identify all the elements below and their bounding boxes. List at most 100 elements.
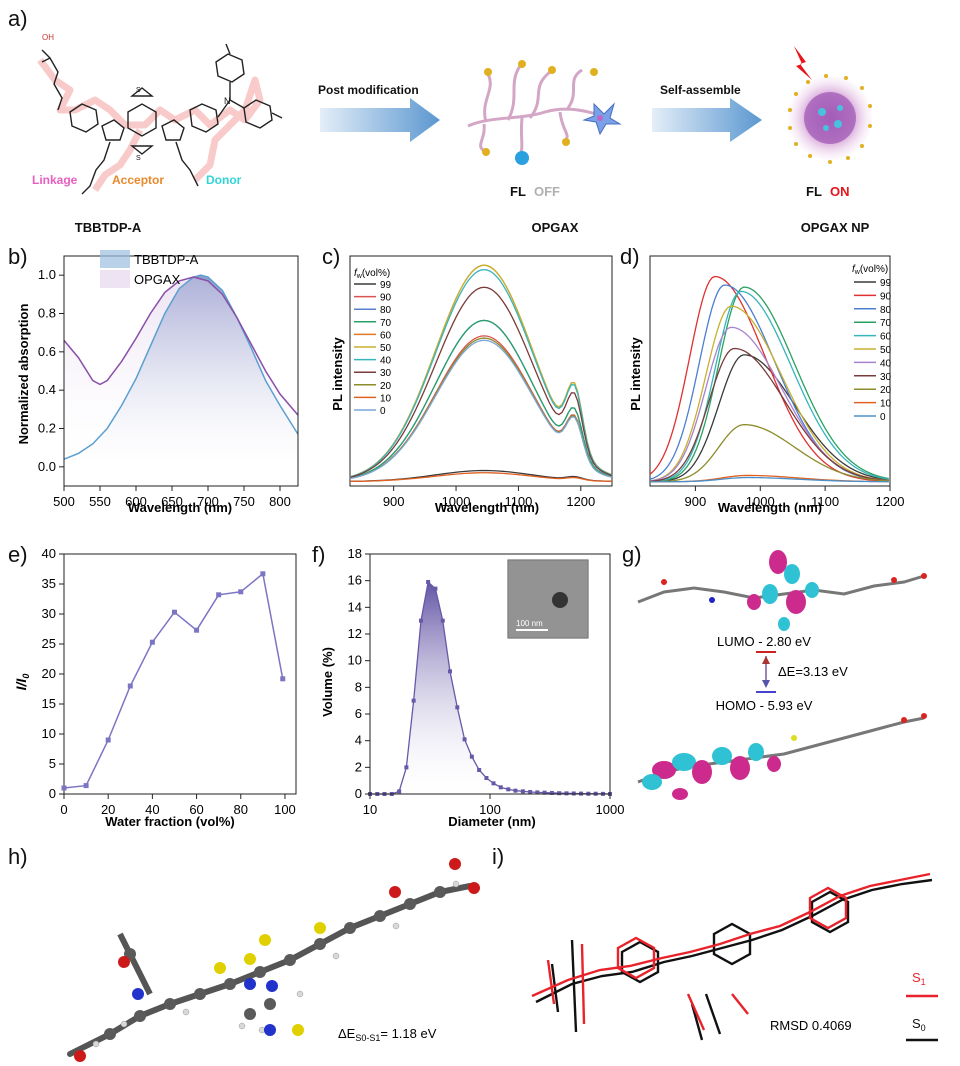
- chart-d-line-50: [649, 305, 889, 482]
- chart-d-legend-10: 10: [880, 399, 892, 410]
- chart-d-legend-40: 40: [880, 358, 892, 369]
- chart-f-point-15: [477, 768, 482, 772]
- chart-f-point-26: [557, 791, 562, 796]
- svg-text:OH: OH: [42, 33, 54, 42]
- chart-b-legend: TBBTDP-A OPGAX: [100, 250, 199, 288]
- fl-on-label: ON: [830, 184, 850, 199]
- chart-b-xtick-label-6: 800: [269, 494, 291, 509]
- chart-e-point-8: [238, 589, 244, 595]
- chart-d-legend-80: 80: [880, 305, 892, 316]
- chart-d-legend-20: 20: [880, 385, 892, 396]
- chart-d-xlabel: Wavelength (nm): [718, 500, 822, 515]
- chart-f-point-12: [455, 705, 460, 710]
- rmsd-label: RMSD 0.4069: [770, 1018, 852, 1033]
- panel-letter-c: c): [322, 244, 341, 269]
- svg-text:S: S: [136, 87, 141, 94]
- chart-e-xlabel: Water fraction (vol%): [105, 814, 235, 829]
- chart-b: 500 550 600 650 700 750 8000.00.20.40.60.81.0 …: [16, 250, 299, 515]
- chart-c-legend-80: 80: [380, 305, 392, 316]
- homo-molecule: [637, 713, 927, 800]
- chart-c-legend-10: 10: [380, 393, 392, 404]
- chart-f-point-10: [440, 618, 445, 623]
- chart-f-xtick-label-1: 100: [479, 802, 501, 817]
- chart-b-line-TBBTDP-A: [63, 274, 299, 460]
- chart-d-legend-99: 99: [880, 278, 892, 289]
- chart-c-frame: [349, 255, 613, 487]
- chart-d-legend-title: fw(vol%): [852, 264, 888, 276]
- chart-f-point-11: [447, 669, 452, 674]
- chart-e-xtick-label-1: 20: [101, 802, 115, 817]
- chart-e-point-4: [149, 639, 155, 645]
- panel-letter-a: a): [8, 6, 28, 31]
- chart-f-ytick-label-7: 14: [348, 599, 362, 614]
- panel-letter-d: d): [620, 244, 640, 269]
- chart-e-ytick-label-3: 15: [42, 696, 56, 711]
- chart-f-ytick-label-2: 4: [355, 733, 362, 748]
- chart-c-xlabel: Wavelength (nm): [435, 500, 539, 515]
- chart-b-xlabel: Wavelength (nm): [128, 500, 232, 515]
- chart-d-legend-70: 70: [880, 318, 892, 329]
- svg-text:N: N: [224, 96, 231, 106]
- panel-g-orbitals: LUMO - 2.80 eV ΔE=3.13 eV HOMO - 5.93 eV: [637, 550, 927, 800]
- chart-f-point-16: [484, 776, 489, 780]
- panel-letter-h: h): [8, 844, 28, 869]
- chart-c-legend-title: fw(vol%): [354, 268, 390, 280]
- homo-label: HOMO - 5.93 eV: [716, 698, 813, 713]
- chart-b-ytick-label-1: 0.2: [38, 421, 56, 436]
- panel-letter-e: e): [8, 542, 28, 567]
- chart-b-xtick-label-3: 650: [161, 494, 183, 509]
- chart-e-point-6: [194, 627, 200, 633]
- chart-f-ylabel: Volume (%): [320, 647, 335, 717]
- panel-letter-b: b): [8, 244, 28, 269]
- chart-e-ytick-label-5: 25: [42, 636, 56, 651]
- chart-c-legend-20: 20: [380, 381, 392, 392]
- label-acceptor: Acceptor: [112, 173, 164, 187]
- fl-off-prefix: FL: [510, 184, 526, 199]
- label-linkage: Linkage: [32, 173, 78, 187]
- s0-s1-ball-stick: [67, 858, 480, 1062]
- chart-f-point-4: [397, 789, 402, 794]
- chart-b-xtick-label-4: 700: [197, 494, 219, 509]
- chart-e-point-9: [260, 571, 266, 577]
- legend-s0-label: S0: [912, 1016, 926, 1033]
- chart-e-point-2: [105, 737, 111, 743]
- lumo-molecule: [637, 550, 927, 631]
- s0-structure-black: [535, 878, 933, 1041]
- np-name: OPGAX NP: [801, 220, 870, 235]
- chart-f: 10 100 1000 0 2 4 6 8 10 12 14 16 18 Diameter (nm) V…: [320, 546, 624, 829]
- chart-b-ytick-label-3: 0.6: [38, 344, 56, 359]
- chart-e-ylabel: I/I0: [13, 674, 31, 691]
- delta-e-s0-s1: ΔES0-S1= 1.18 eV: [338, 1026, 437, 1043]
- chart-f-point-17: [491, 781, 496, 786]
- chart-f-ytick-label-6: 12: [348, 626, 362, 641]
- chart-b-ytick-label-2: 0.4: [38, 382, 56, 397]
- chart-e-xtick-label-5: 100: [274, 802, 296, 817]
- panel-h-structure: ΔES0-S1= 1.18 eV: [67, 858, 480, 1062]
- arrow2-label: Self-assemble: [660, 83, 741, 97]
- chart-d-legend-0: 0: [880, 412, 886, 423]
- chart-c-legend-0: 0: [380, 406, 386, 417]
- chart-c-xtick-label-2: 1100: [504, 494, 532, 509]
- chart-e-xtick-label-2: 40: [145, 802, 159, 817]
- chart-f-point-21: [520, 789, 525, 794]
- chart-d-line-0: [649, 476, 889, 483]
- gap-label: ΔE=3.13 eV: [778, 664, 848, 679]
- svg-text:S: S: [136, 155, 141, 162]
- chart-e-ytick-label-4: 20: [42, 666, 56, 681]
- chart-c-ylabel: PL intensity: [330, 337, 345, 411]
- chart-c: 900 1000 1100 1200 Wavelength (nm) PL inten…: [330, 255, 613, 515]
- chart-e-ytick-label-0: 0: [49, 786, 56, 801]
- chart-e-ytick-label-2: 10: [42, 726, 56, 741]
- tem-inset: 100 nm: [507, 559, 589, 639]
- chart-e-xtick-label-4: 80: [234, 802, 248, 817]
- chart-f-point-6: [411, 698, 416, 703]
- chart-f-ytick-label-3: 6: [355, 706, 362, 721]
- chart-b-line-OPGAX: [63, 276, 299, 416]
- chart-f-xtick-label-0: 10: [363, 802, 377, 817]
- chart-f-point-8: [426, 580, 431, 584]
- chart-e-xtick-label-3: 60: [189, 802, 203, 817]
- chart-b-area-1: [64, 277, 298, 467]
- chart-f-xtick-label-2: 1000: [596, 802, 624, 817]
- chart-f-point-9: [433, 586, 438, 591]
- chart-f-point-13: [462, 737, 467, 742]
